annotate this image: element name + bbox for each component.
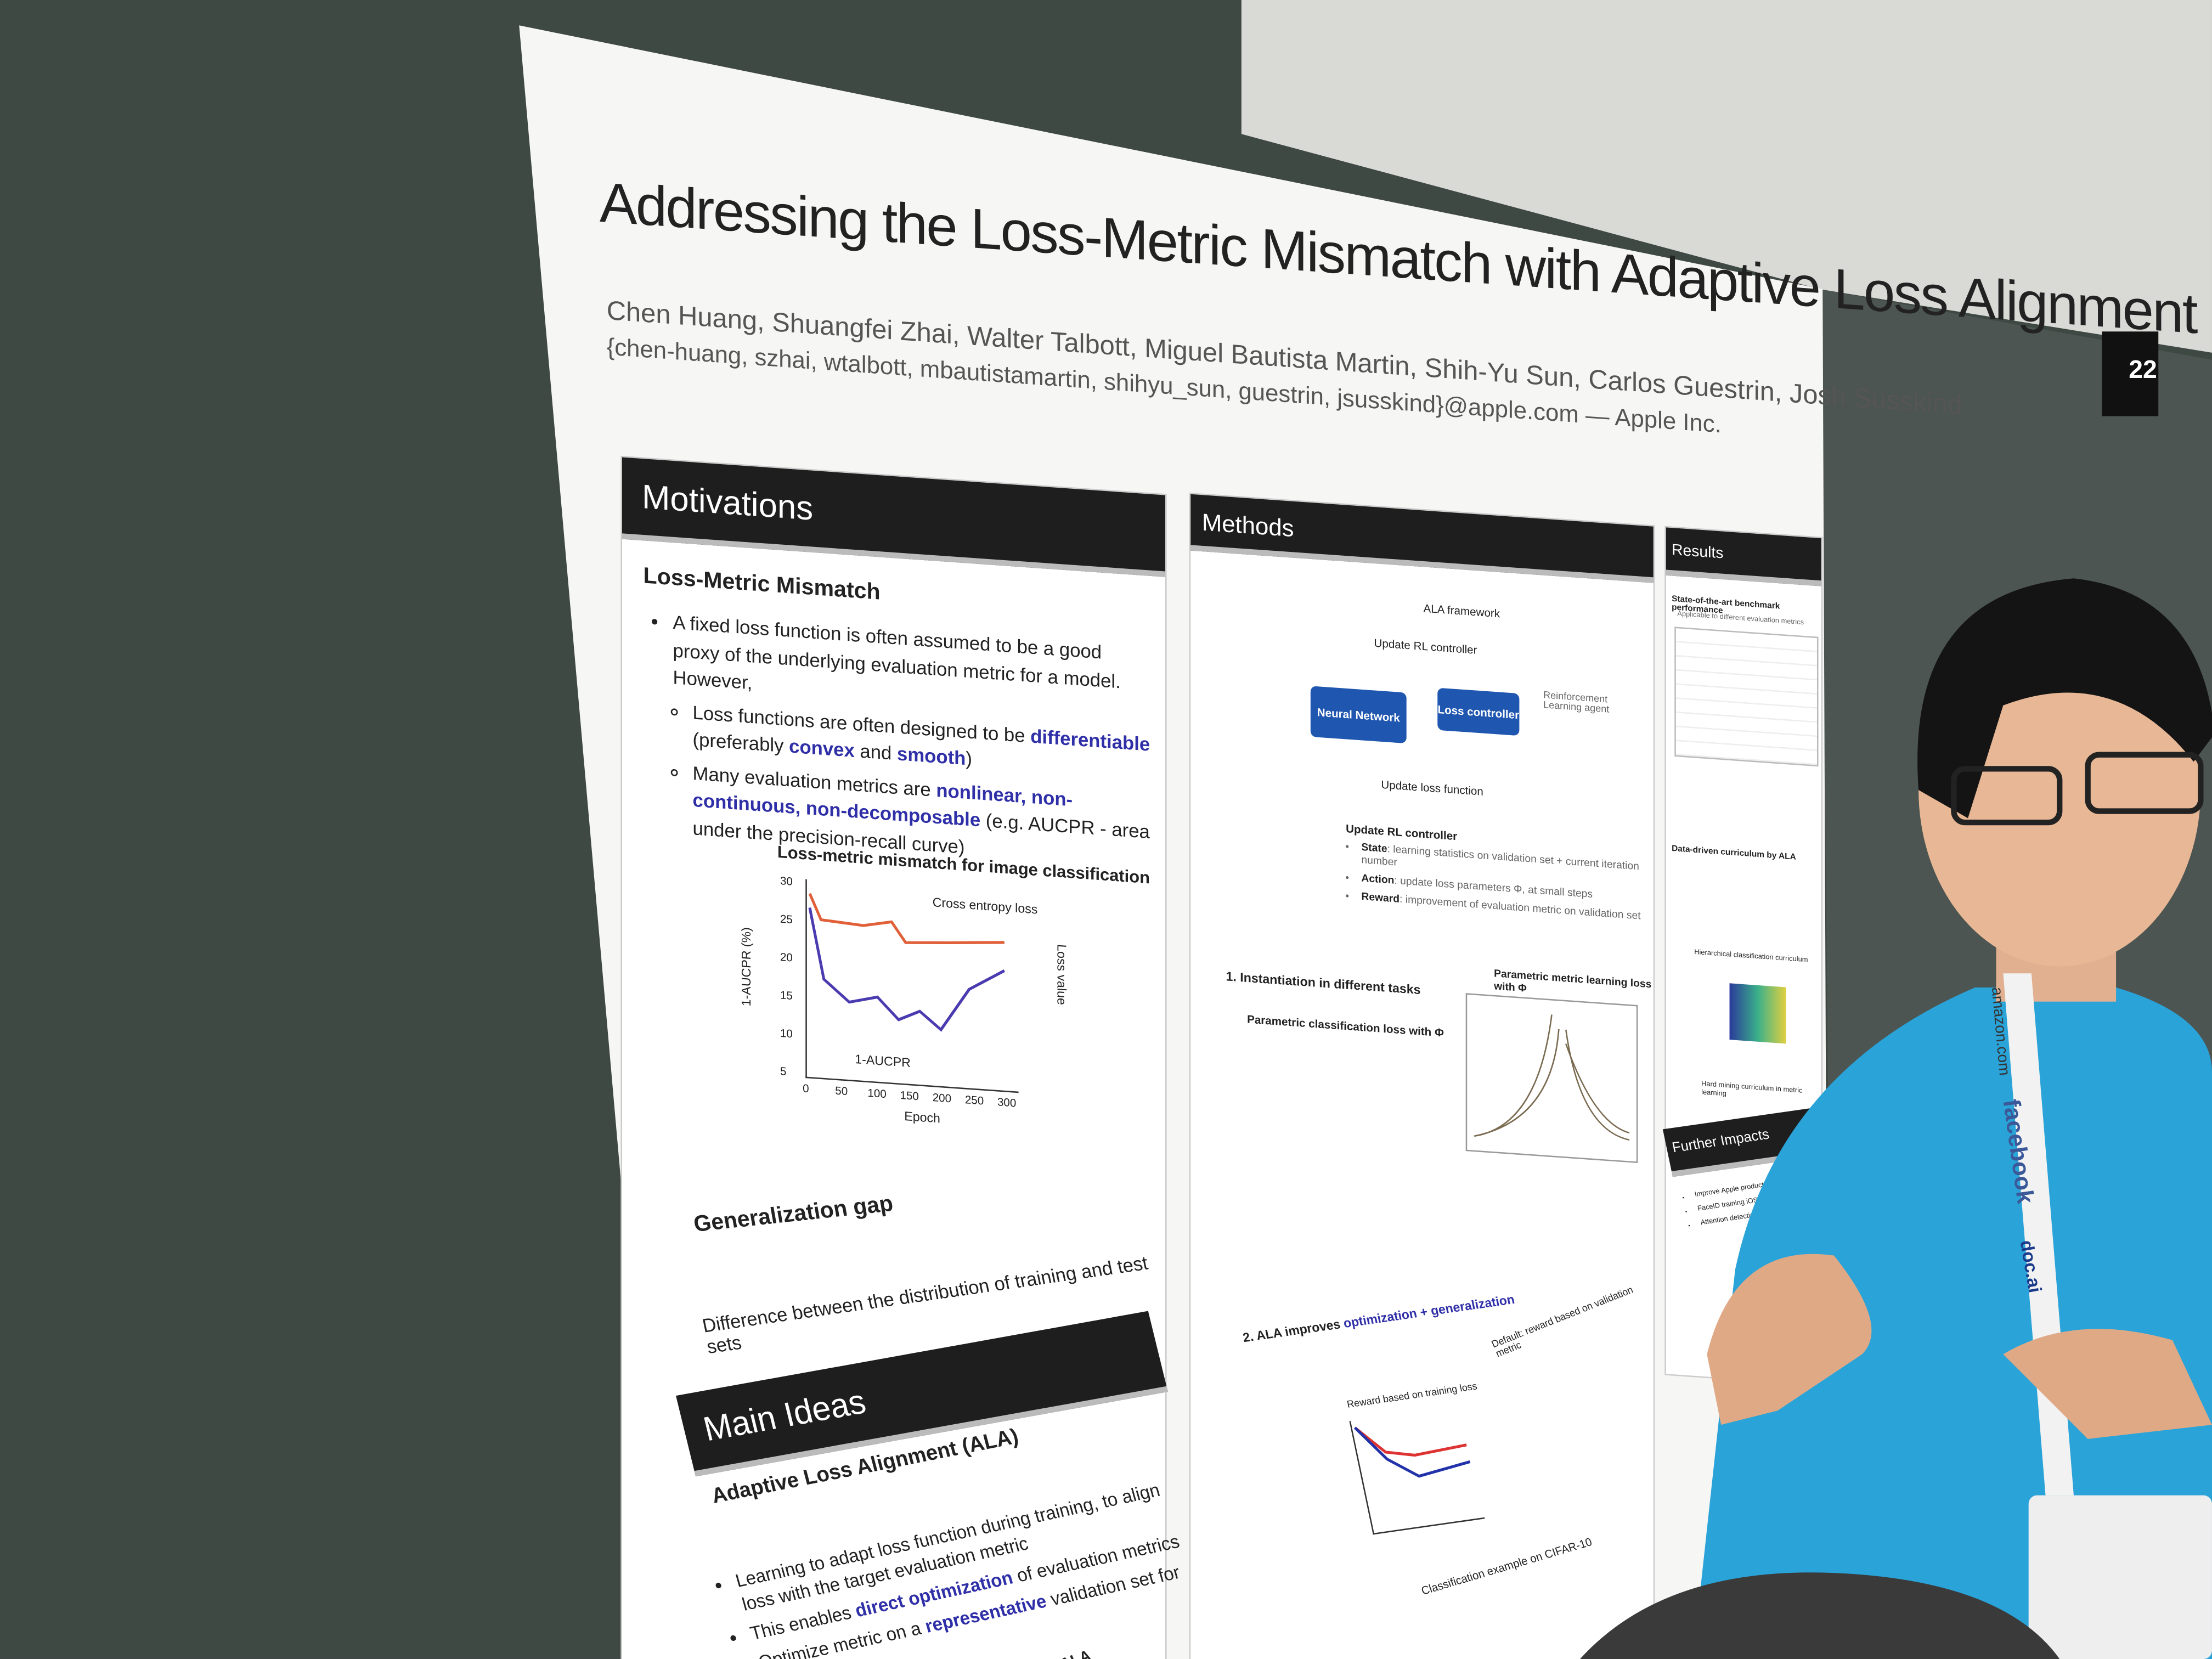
person-hand (1707, 1254, 1872, 1425)
badge (2028, 1495, 2212, 1659)
curve (1474, 1014, 1630, 1141)
figure (1349, 1405, 1485, 1535)
figure (1465, 993, 1638, 1164)
figure-lines (808, 893, 1006, 1032)
figure (805, 879, 1019, 1093)
booth-sign (2102, 331, 2159, 416)
person-hand (2003, 1329, 2212, 1439)
curve (1353, 1426, 1471, 1478)
figure-lines (1353, 1426, 1471, 1478)
curve (808, 893, 1005, 944)
person-shirt (1692, 987, 2212, 1659)
foreground-head (1579, 1572, 2060, 1659)
methods-column: Methods ALA framework Update RL controller… (1189, 493, 1655, 1659)
booth-number: 22 (2129, 355, 2157, 383)
glasses-right (2085, 752, 2204, 814)
curtain (1241, 0, 2212, 353)
curve (808, 907, 1006, 1032)
person-hair (1917, 578, 2212, 819)
poster: Addressing the Loss-Metric Mismatch with… (600, 172, 2197, 1659)
glasses-left (1951, 766, 2063, 826)
curve (1354, 1426, 1467, 1457)
figure-lines (1474, 1014, 1630, 1141)
